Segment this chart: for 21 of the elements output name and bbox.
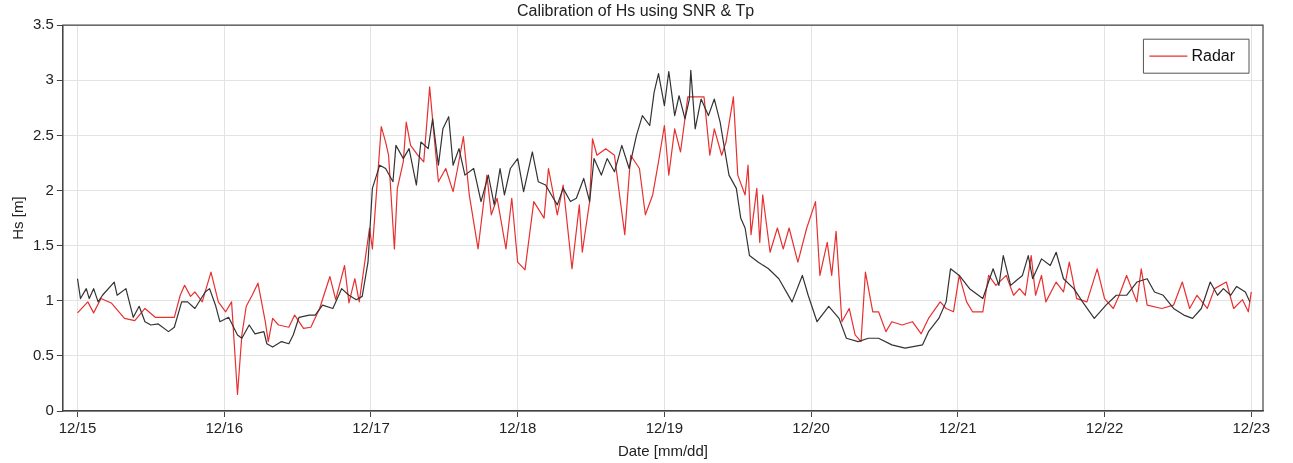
x-tick-label: 12/23 bbox=[1232, 419, 1271, 437]
x-tick-label: 12/21 bbox=[939, 419, 977, 437]
y-tick-label: 1.5 bbox=[32, 235, 54, 253]
y-tick-label: 2.5 bbox=[32, 125, 54, 143]
x-tick-label: 12/18 bbox=[498, 419, 537, 437]
y-tick-label: 0 bbox=[45, 401, 54, 419]
y-tick-label: 1 bbox=[45, 290, 54, 308]
y-tick-label: 0.5 bbox=[32, 346, 54, 364]
y-tick-label: 2 bbox=[45, 180, 54, 198]
x-axis-title: Date [mm/dd] bbox=[617, 442, 708, 460]
chart-title: Calibration of Hs using SNR & Tp bbox=[516, 2, 755, 20]
legend-label: Radar bbox=[1191, 46, 1236, 64]
x-tick-label: 12/20 bbox=[792, 419, 830, 437]
y-tick-label: 3.5 bbox=[32, 15, 54, 33]
x-tick-label: 12/17 bbox=[352, 419, 390, 437]
y-tick-label: 3 bbox=[45, 70, 54, 88]
y-axis-title: Hs [m] bbox=[9, 196, 27, 240]
x-tick-label: 12/15 bbox=[58, 419, 97, 437]
x-tick-label: 12/16 bbox=[205, 419, 244, 437]
x-tick-label: 12/22 bbox=[1085, 419, 1124, 437]
x-tick-label: 12/19 bbox=[645, 419, 684, 437]
